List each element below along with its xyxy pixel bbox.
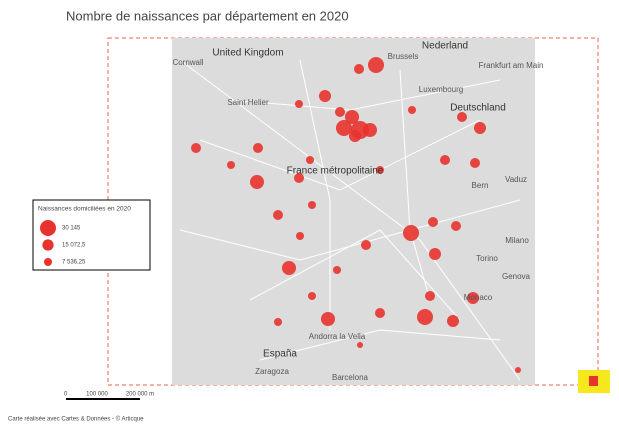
legend-box <box>32 199 151 271</box>
legend-label: 30 145 <box>62 226 81 232</box>
map-label: Frankfurt am Main <box>479 61 544 70</box>
map-label: Monaco <box>464 293 493 302</box>
basemap <box>172 38 535 385</box>
map-label: España <box>263 349 297 360</box>
map-label: Zaragoza <box>255 367 289 376</box>
legend-circle <box>42 239 54 251</box>
map-label: Luxembourg <box>419 85 463 94</box>
map-label: Brussels <box>388 52 419 61</box>
map-label: Genova <box>502 272 531 281</box>
legend-title: Naissances domiciliées en 2020 <box>38 206 131 213</box>
title: Nombre de naissances par département en … <box>66 8 349 23</box>
highlight-marker[interactable] <box>589 376 598 386</box>
map-label: Deutschland <box>450 103 506 114</box>
scale-label: 100 000 <box>86 392 108 398</box>
legend-label: 15 072,5 <box>62 243 86 249</box>
map-label: Torino <box>476 254 498 263</box>
map-label: Vaduz <box>505 175 527 184</box>
legend-label: 7 536,25 <box>62 260 86 266</box>
map-label: Andorra la Vella <box>309 332 366 341</box>
map-label: Bern <box>472 181 489 190</box>
legend-circle <box>40 220 56 236</box>
map-label: Barcelona <box>332 373 369 382</box>
map-label: Nederland <box>422 41 468 52</box>
map-label: Milano <box>505 236 529 245</box>
scale-label: 200 000 m <box>126 392 154 398</box>
legend-circle <box>44 258 52 266</box>
map-label: France métropolitaine <box>287 166 384 177</box>
map-label: Cornwall <box>172 58 203 67</box>
scale-label: 0 <box>64 392 68 398</box>
map-label: Saint Helier <box>227 98 269 107</box>
footer: Carte réalisée avec Cartes & Données - ©… <box>8 416 144 423</box>
department-circles <box>191 57 521 373</box>
map-label: United Kingdom <box>212 48 283 59</box>
